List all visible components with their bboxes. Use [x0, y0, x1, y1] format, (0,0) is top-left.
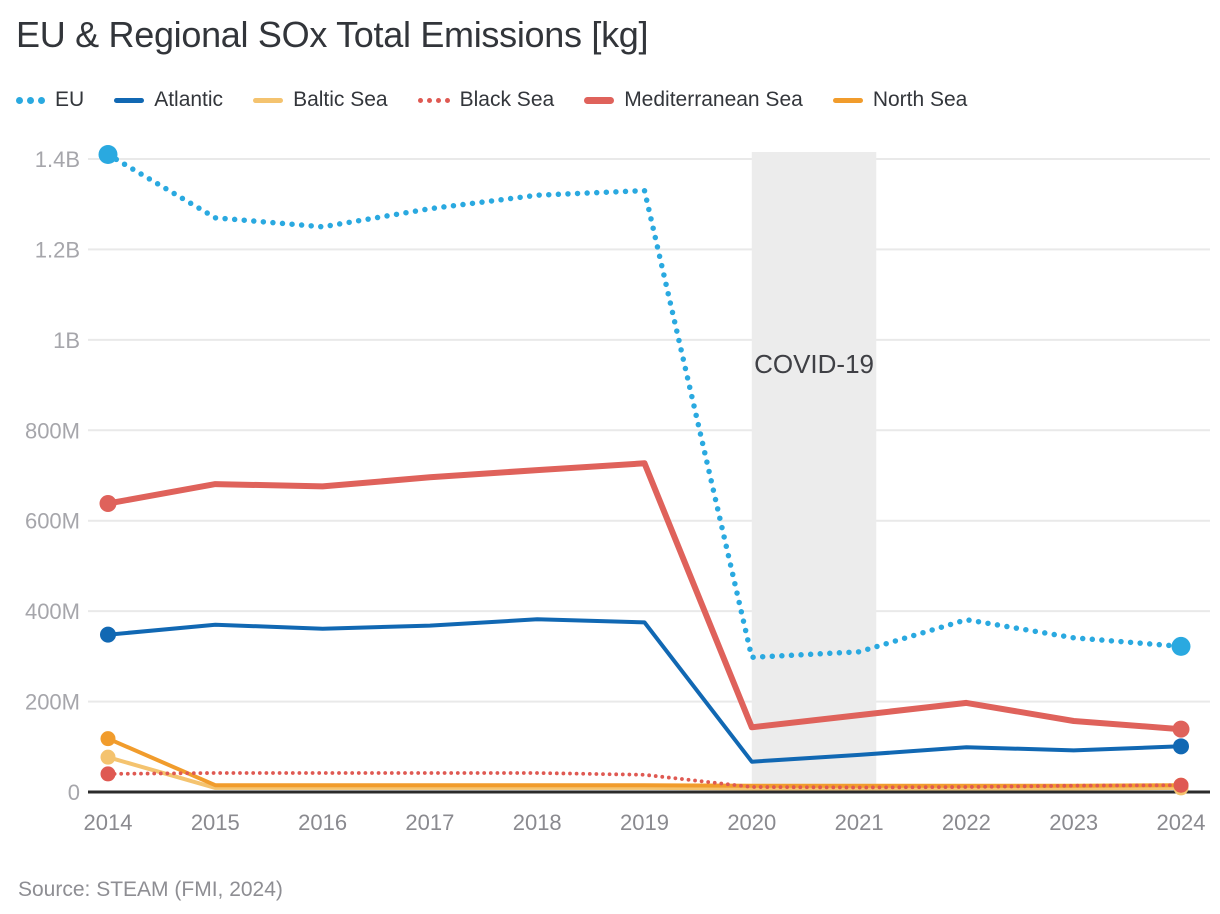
y-tick-label-1.2b: 1.2B	[35, 237, 80, 262]
legend-label: Baltic Sea	[293, 88, 388, 111]
x-tick-label-2023: 2023	[1049, 810, 1098, 835]
legend-swatch-mediterranean-sea	[584, 96, 615, 104]
x-tick-label-2018: 2018	[513, 810, 562, 835]
series-marker-baltic-sea	[100, 749, 116, 765]
legend-swatch-baltic-sea	[253, 97, 284, 103]
legend-label: Atlantic	[154, 88, 224, 111]
legend-label: EU	[55, 88, 85, 111]
series-marker-eu	[1171, 636, 1191, 656]
legend-swatch-north-sea	[832, 97, 863, 103]
series-line-north-sea	[106, 736, 1183, 788]
legend-dot	[417, 97, 423, 103]
covid-band	[751, 152, 877, 793]
x-tick-label-2024: 2024	[1157, 810, 1206, 835]
series-line-black-sea	[106, 771, 1183, 790]
legend-label: Mediterranean Sea	[624, 88, 803, 111]
series-line-baltic-sea	[106, 755, 1183, 791]
x-tick-label-2017: 2017	[405, 810, 454, 835]
y-tick-label-1b: 1B	[53, 328, 80, 353]
y-tick-label-400m: 400M	[25, 599, 80, 624]
legend-label: Black Sea	[459, 88, 555, 111]
legend-dot	[435, 97, 441, 103]
series-line-atlantic	[106, 617, 1183, 764]
series-line-eu	[105, 151, 1184, 661]
series-marker-north-sea	[100, 731, 116, 747]
legend-item-atlantic[interactable]: Atlantic	[114, 88, 223, 112]
y-tick-label-800m: 800M	[25, 418, 80, 443]
series-marker-eu	[98, 144, 118, 164]
legend-swatch-eu	[16, 96, 45, 104]
legend-item-eu[interactable]: EU	[16, 88, 84, 112]
series-marker-atlantic	[1173, 738, 1189, 755]
x-tick-label-2016: 2016	[298, 810, 347, 835]
y-tick-label-0: 0	[68, 780, 80, 805]
series-marker-atlantic	[100, 626, 116, 643]
legend-label: North Sea	[872, 88, 968, 111]
series-marker-mediterranean-sea	[99, 495, 117, 513]
legend-dot	[38, 96, 45, 104]
line-chart: 0 200M 400M 600M 800M 1B 1.2B 1.4B COVID-19 2014 2…	[25, 144, 1210, 835]
x-tick-label-2015: 2015	[191, 810, 240, 835]
x-tick-label-2014: 2014	[84, 810, 133, 835]
legend: EU Atlantic Baltic Sea Black Sea Mediterrane…	[16, 88, 967, 112]
covid-label: COVID-19	[754, 349, 874, 379]
legend-dot	[444, 97, 450, 103]
legend-item-north-sea[interactable]: North Sea	[832, 88, 968, 112]
y-tick-label-600m: 600M	[25, 509, 80, 534]
legend-item-baltic-sea[interactable]: Baltic Sea	[253, 88, 388, 112]
legend-dot	[27, 96, 34, 104]
chart-title: EU & Regional SOx Total Emissions [kg]	[16, 14, 649, 55]
x-tick-label-2020: 2020	[727, 810, 776, 835]
legend-item-black-sea[interactable]: Black Sea	[417, 88, 555, 112]
legend-dot	[426, 97, 432, 103]
legend-swatch-black-sea	[417, 97, 450, 103]
series-marker-mediterranean-sea	[1172, 720, 1190, 738]
legend-swatch-atlantic	[114, 97, 145, 103]
series-marker-black-sea	[1173, 777, 1189, 793]
y-tick-label-200m: 200M	[25, 690, 80, 715]
source-note: Source: STEAM (FMI, 2024)	[18, 878, 283, 901]
series-line-mediterranean-sea	[105, 460, 1184, 733]
y-tick-label-1.4b: 1.4B	[35, 147, 80, 172]
x-tick-label-2022: 2022	[942, 810, 991, 835]
legend-dot	[16, 96, 23, 104]
x-tick-label-2021: 2021	[835, 810, 884, 835]
legend-item-mediterranean-sea[interactable]: Mediterranean Sea	[584, 88, 803, 112]
x-tick-label-2019: 2019	[620, 810, 669, 835]
series-marker-black-sea	[100, 766, 116, 782]
